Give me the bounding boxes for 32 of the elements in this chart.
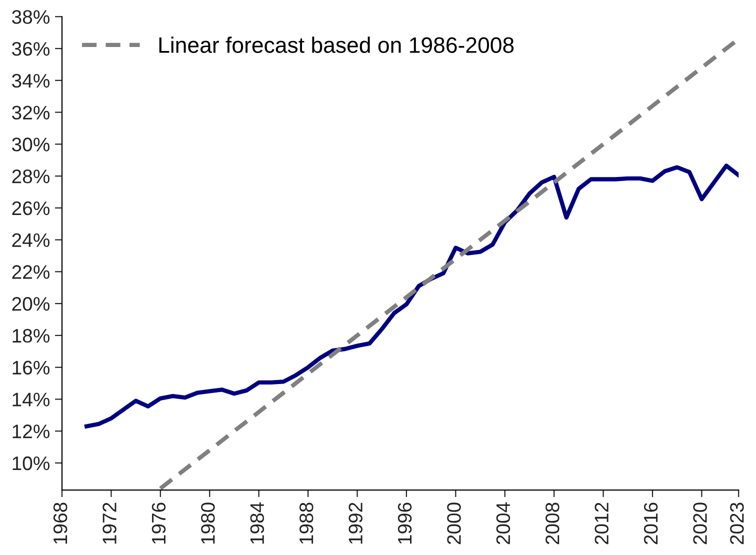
x-tick-label: 1968 [53,502,68,544]
x-tick-label: 2004 [496,502,510,544]
x-tick-label: 2020 [693,502,707,544]
y-tick-label: 14% [12,392,50,406]
y-tick-label: 38% [12,10,50,24]
y-tick-label: 20% [12,297,50,311]
x-tick-label: 1996 [398,502,412,544]
x-tick-label: 2016 [644,502,658,544]
x-tick-label: 2012 [594,502,609,544]
x-tick-label: 1972 [102,502,116,544]
y-tick-label: 36% [12,42,50,56]
y-tick-label: 18% [12,328,50,343]
y-tick-label: 12% [12,424,50,438]
y-tick-label: 24% [12,233,50,247]
y-tick-label: 28% [12,170,50,184]
y-tick-label: 30% [12,138,50,152]
y-tick-label: 16% [12,360,50,375]
x-tick-label: 2008 [546,502,560,544]
x-tick-label: 1984 [250,502,264,544]
y-tick-label: 26% [12,201,50,216]
x-tick-label: 2000 [447,502,461,544]
x-tick-label: 1988 [299,502,314,544]
x-tick-label: 1980 [201,502,215,544]
y-tick-label: 22% [12,265,50,279]
legend-label: Linear forecast based on 1986-2008 [159,36,514,53]
x-tick-label: 1992 [348,502,362,544]
line-series [84,164,739,428]
x-tick-label: 2023 [730,502,744,544]
y-tick-label: 32% [12,106,50,120]
x-tick-label: 1976 [152,502,166,544]
y-tick-label: 34% [12,74,50,88]
y-tick-label: 10% [12,456,50,470]
